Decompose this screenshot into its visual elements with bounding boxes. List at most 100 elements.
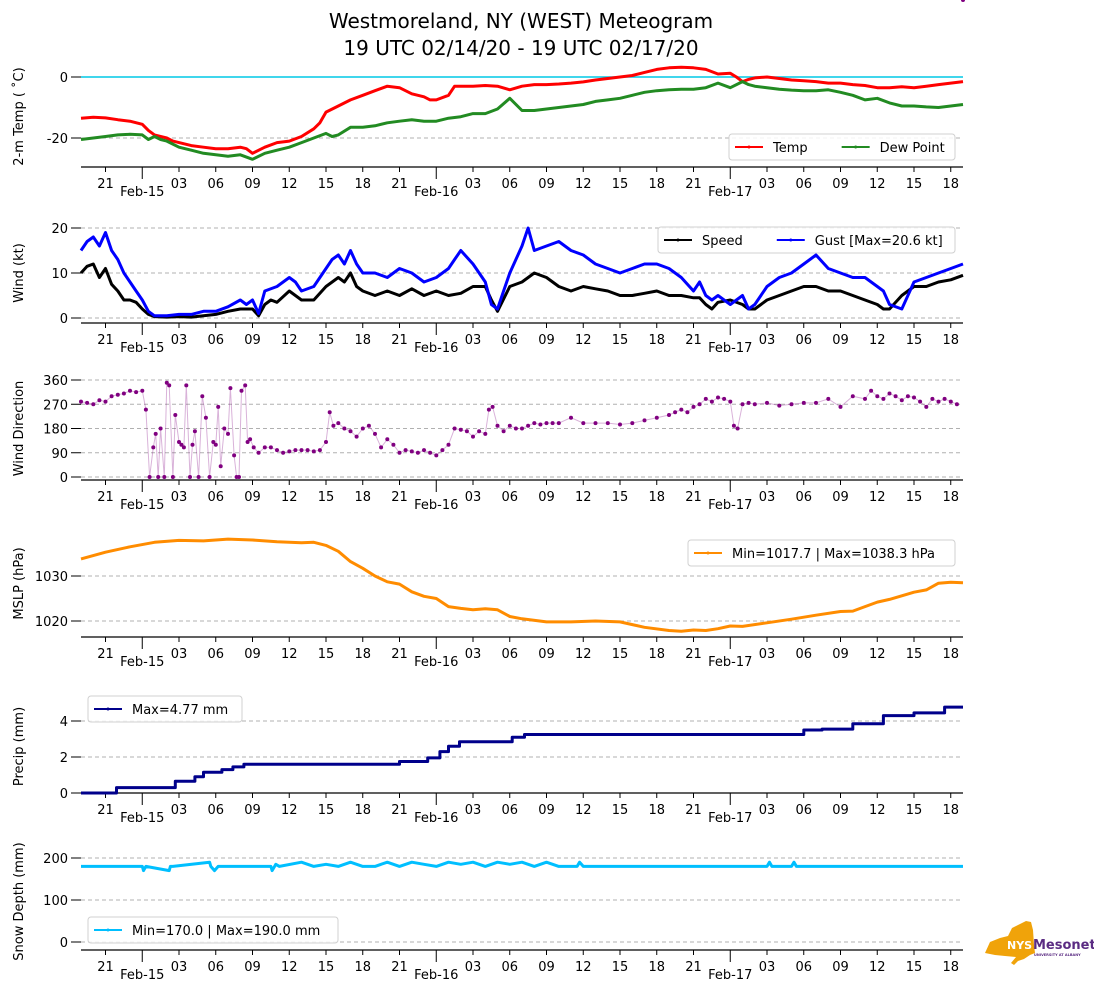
- x-tick-label: 03: [171, 333, 188, 348]
- panel-temp: 0 -20 2-m Temp ( ˚C) 21 03 06 09 12 15 18 21 03 06 09…: [11, 65, 964, 200]
- x-tick-label: 06: [207, 490, 224, 505]
- data-point: [869, 388, 874, 393]
- data-point: [667, 413, 671, 417]
- x-tick-label: 18: [942, 333, 959, 348]
- legend: Max=4.77 mm: [87, 695, 243, 723]
- x-tick-label: 06: [501, 647, 518, 662]
- series-connector: [80, 381, 958, 478]
- x-tick-label: 21: [685, 177, 702, 192]
- x-tick-label: 21: [685, 960, 702, 975]
- x-tick-label: 15: [318, 647, 335, 662]
- data-point: [167, 383, 172, 388]
- data-point: [532, 421, 537, 426]
- data-point: [458, 427, 463, 432]
- data-point: [327, 410, 332, 415]
- x-tick-label: 21: [97, 960, 114, 975]
- y-tick-label: 20: [51, 222, 68, 237]
- data-point: [936, 399, 941, 404]
- data-point: [385, 437, 390, 442]
- x-day-label: Feb-15: [120, 498, 164, 513]
- x-tick-label: 12: [575, 960, 592, 975]
- data-point: [293, 448, 298, 453]
- x-tick-label: 03: [759, 960, 776, 975]
- data-point: [184, 383, 189, 388]
- data-point: [961, 0, 965, 2]
- series-min-1017-7-max-1038-3-hpa: [80, 537, 964, 633]
- x-day-label: Feb-17: [708, 811, 752, 826]
- data-point: [248, 437, 253, 442]
- data-point: [954, 402, 959, 407]
- data-point: [550, 421, 555, 426]
- series-line: [81, 705, 963, 795]
- data-point: [200, 394, 205, 399]
- x-tick-label: 12: [869, 647, 886, 662]
- data-point: [140, 388, 145, 393]
- x-tick-label: 03: [465, 960, 482, 975]
- x-tick-label: 15: [906, 803, 923, 818]
- data-point: [360, 426, 365, 431]
- data-point: [630, 421, 635, 426]
- x-tick-label: 18: [648, 960, 665, 975]
- data-point: [251, 445, 256, 450]
- x-tick-label: 06: [501, 803, 518, 818]
- legend: Temp Dew Point: [728, 133, 956, 161]
- x-tick-label: 12: [869, 333, 886, 348]
- x-day-label: Feb-17: [708, 498, 752, 513]
- data-point: [490, 404, 495, 409]
- x-tick-label: 15: [906, 333, 923, 348]
- data-point: [237, 475, 241, 479]
- legend-entry: Gust [Max=20.6 kt]: [815, 234, 943, 249]
- panel-snow-depth: 0 100 200 Snow Depth (mm) 21 03 06 09 12 15 18 21 03…: [12, 842, 963, 983]
- x-tick-label: 18: [942, 490, 959, 505]
- data-point: [121, 391, 126, 396]
- x-tick-label: 18: [942, 960, 959, 975]
- data-point: [275, 448, 279, 453]
- x-day-label: Feb-17: [708, 341, 752, 356]
- data-point: [605, 421, 610, 426]
- data-point: [91, 402, 96, 407]
- data-point: [428, 450, 433, 455]
- x-tick-label: 18: [354, 177, 371, 192]
- series-line: [80, 80, 964, 161]
- x-tick-label: 12: [575, 177, 592, 192]
- data-point: [158, 426, 163, 431]
- data-point: [162, 475, 167, 479]
- data-point: [213, 442, 218, 447]
- data-point: [899, 398, 904, 403]
- data-point: [128, 388, 132, 393]
- x-tick-label: 09: [538, 333, 555, 348]
- data-point: [464, 429, 469, 434]
- data-point: [156, 475, 161, 479]
- y-tick-label: 360: [43, 374, 68, 389]
- x-tick-label: 12: [869, 960, 886, 975]
- data-point: [887, 391, 892, 396]
- x-tick-label: 06: [501, 490, 518, 505]
- data-point: [211, 440, 216, 444]
- data-point: [415, 450, 420, 455]
- x-tick-label: 15: [612, 803, 629, 818]
- data-point: [912, 395, 916, 400]
- series-min-170-0-max-190-0-mm: [81, 860, 963, 873]
- x-tick-label: 09: [244, 803, 261, 818]
- y-tick-label: 1020: [35, 615, 68, 630]
- data-point: [203, 415, 208, 420]
- x-tick-label: 03: [759, 803, 776, 818]
- x-tick-label: 18: [648, 177, 665, 192]
- panel-precip: 0 2 4 Precip (mm) 21 03 06 09 12 15 18 21 03 06 09 12 15…: [12, 695, 963, 826]
- x-tick-label: 15: [906, 647, 923, 662]
- data-point: [642, 418, 647, 423]
- data-point: [495, 423, 500, 428]
- x-tick-label: 15: [318, 333, 335, 348]
- x-tick-label: 18: [648, 333, 665, 348]
- x-tick-label: 06: [501, 333, 518, 348]
- x-tick-label: 15: [906, 177, 923, 192]
- x-tick-label: 15: [906, 960, 923, 975]
- data-point: [207, 475, 212, 479]
- x-tick-label: 21: [685, 490, 702, 505]
- x-tick-label: 18: [354, 333, 371, 348]
- data-point: [477, 429, 482, 434]
- data-point: [814, 400, 818, 405]
- data-point: [256, 450, 261, 455]
